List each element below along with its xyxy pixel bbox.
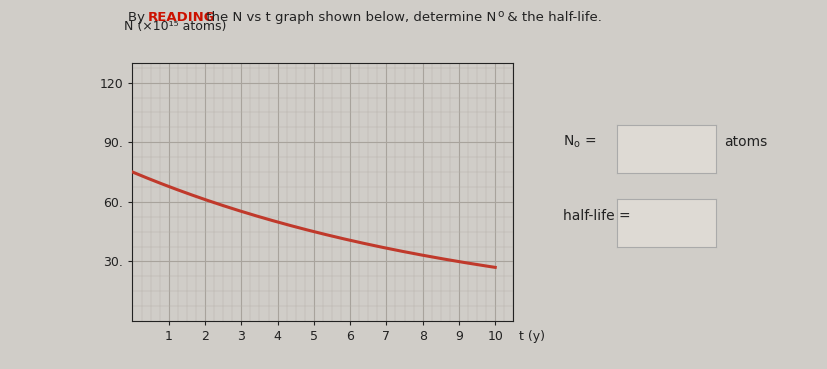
Text: t (y): t (y) bbox=[519, 330, 544, 344]
Text: half-life =: half-life = bbox=[562, 209, 630, 223]
Text: o: o bbox=[497, 9, 504, 19]
Text: the N vs t graph shown below, determine N: the N vs t graph shown below, determine … bbox=[202, 11, 495, 24]
Text: By: By bbox=[128, 11, 150, 24]
Text: READING: READING bbox=[147, 11, 215, 24]
Text: atoms: atoms bbox=[724, 135, 767, 149]
Text: & the half-life.: & the half-life. bbox=[503, 11, 601, 24]
Text: N (×10¹⁵ atoms): N (×10¹⁵ atoms) bbox=[124, 20, 227, 33]
Text: N$_\mathregular{o}$ =: N$_\mathregular{o}$ = bbox=[562, 134, 595, 150]
